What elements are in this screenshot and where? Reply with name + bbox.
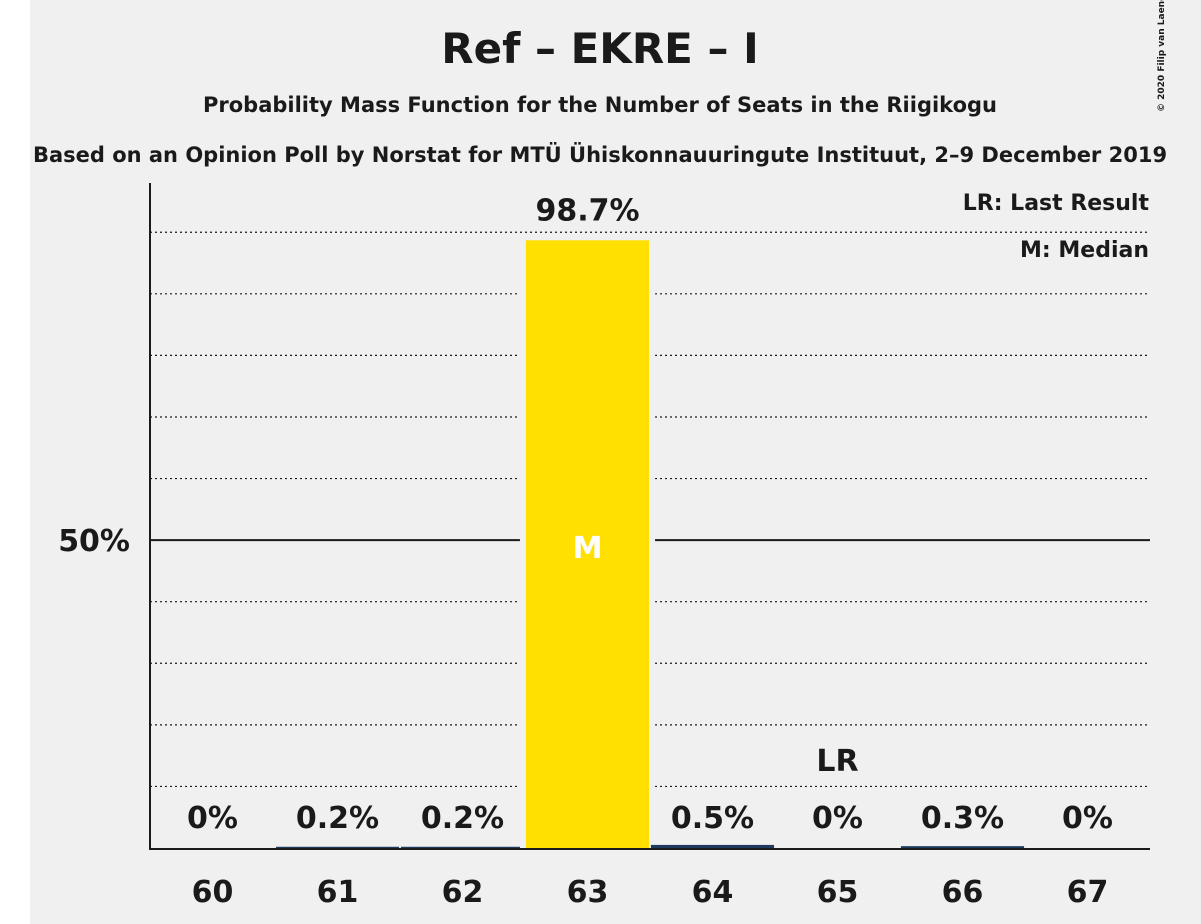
bar-61 [275,846,400,848]
data-label-64: 0.5% [671,801,754,836]
x-tick-label-62: 62 [442,875,484,910]
bar-66 [900,846,1025,848]
data-label-66: 0.3% [921,801,1004,836]
x-tick-label-67: 67 [1067,875,1109,910]
x-tick-label-61: 61 [317,875,359,910]
bar-63 [525,240,650,848]
y-tick-label-50: 50% [58,524,130,559]
bars-group [275,234,1025,848]
median-marker: M [573,531,603,566]
bar-62 [400,846,525,848]
x-tick-label-65: 65 [817,875,859,910]
data-label-61: 0.2% [296,801,379,836]
chart-title: Ref – EKRE – I [441,24,758,73]
bar-64 [650,844,775,848]
x-tick-label-60: 60 [192,875,234,910]
x-tick-label-63: 63 [567,875,609,910]
data-label-62: 0.2% [421,801,504,836]
data-label-67: 0% [1062,801,1113,836]
legend-median: M: Median [1020,238,1149,263]
x-tick-label-66: 66 [942,875,984,910]
copyright-text: © 2020 Filip van Laenen [1157,0,1167,112]
labels-group: 0% 60 0.2% 61 0.2% 62 98.7% 63 M 0.5% 64 0% 65 LR 0.3%… [187,193,1113,910]
data-label-60: 0% [187,801,238,836]
last-result-marker: LR [816,744,858,779]
data-label-63: 98.7% [535,193,639,228]
chart-subtitle: Probability Mass Function for the Number… [203,93,997,117]
chart-source: Based on an Opinion Poll by Norstat for … [33,142,1167,167]
x-tick-label-64: 64 [692,875,734,910]
legend-last-result: LR: Last Result [963,191,1150,216]
data-label-65: 0% [812,801,863,836]
